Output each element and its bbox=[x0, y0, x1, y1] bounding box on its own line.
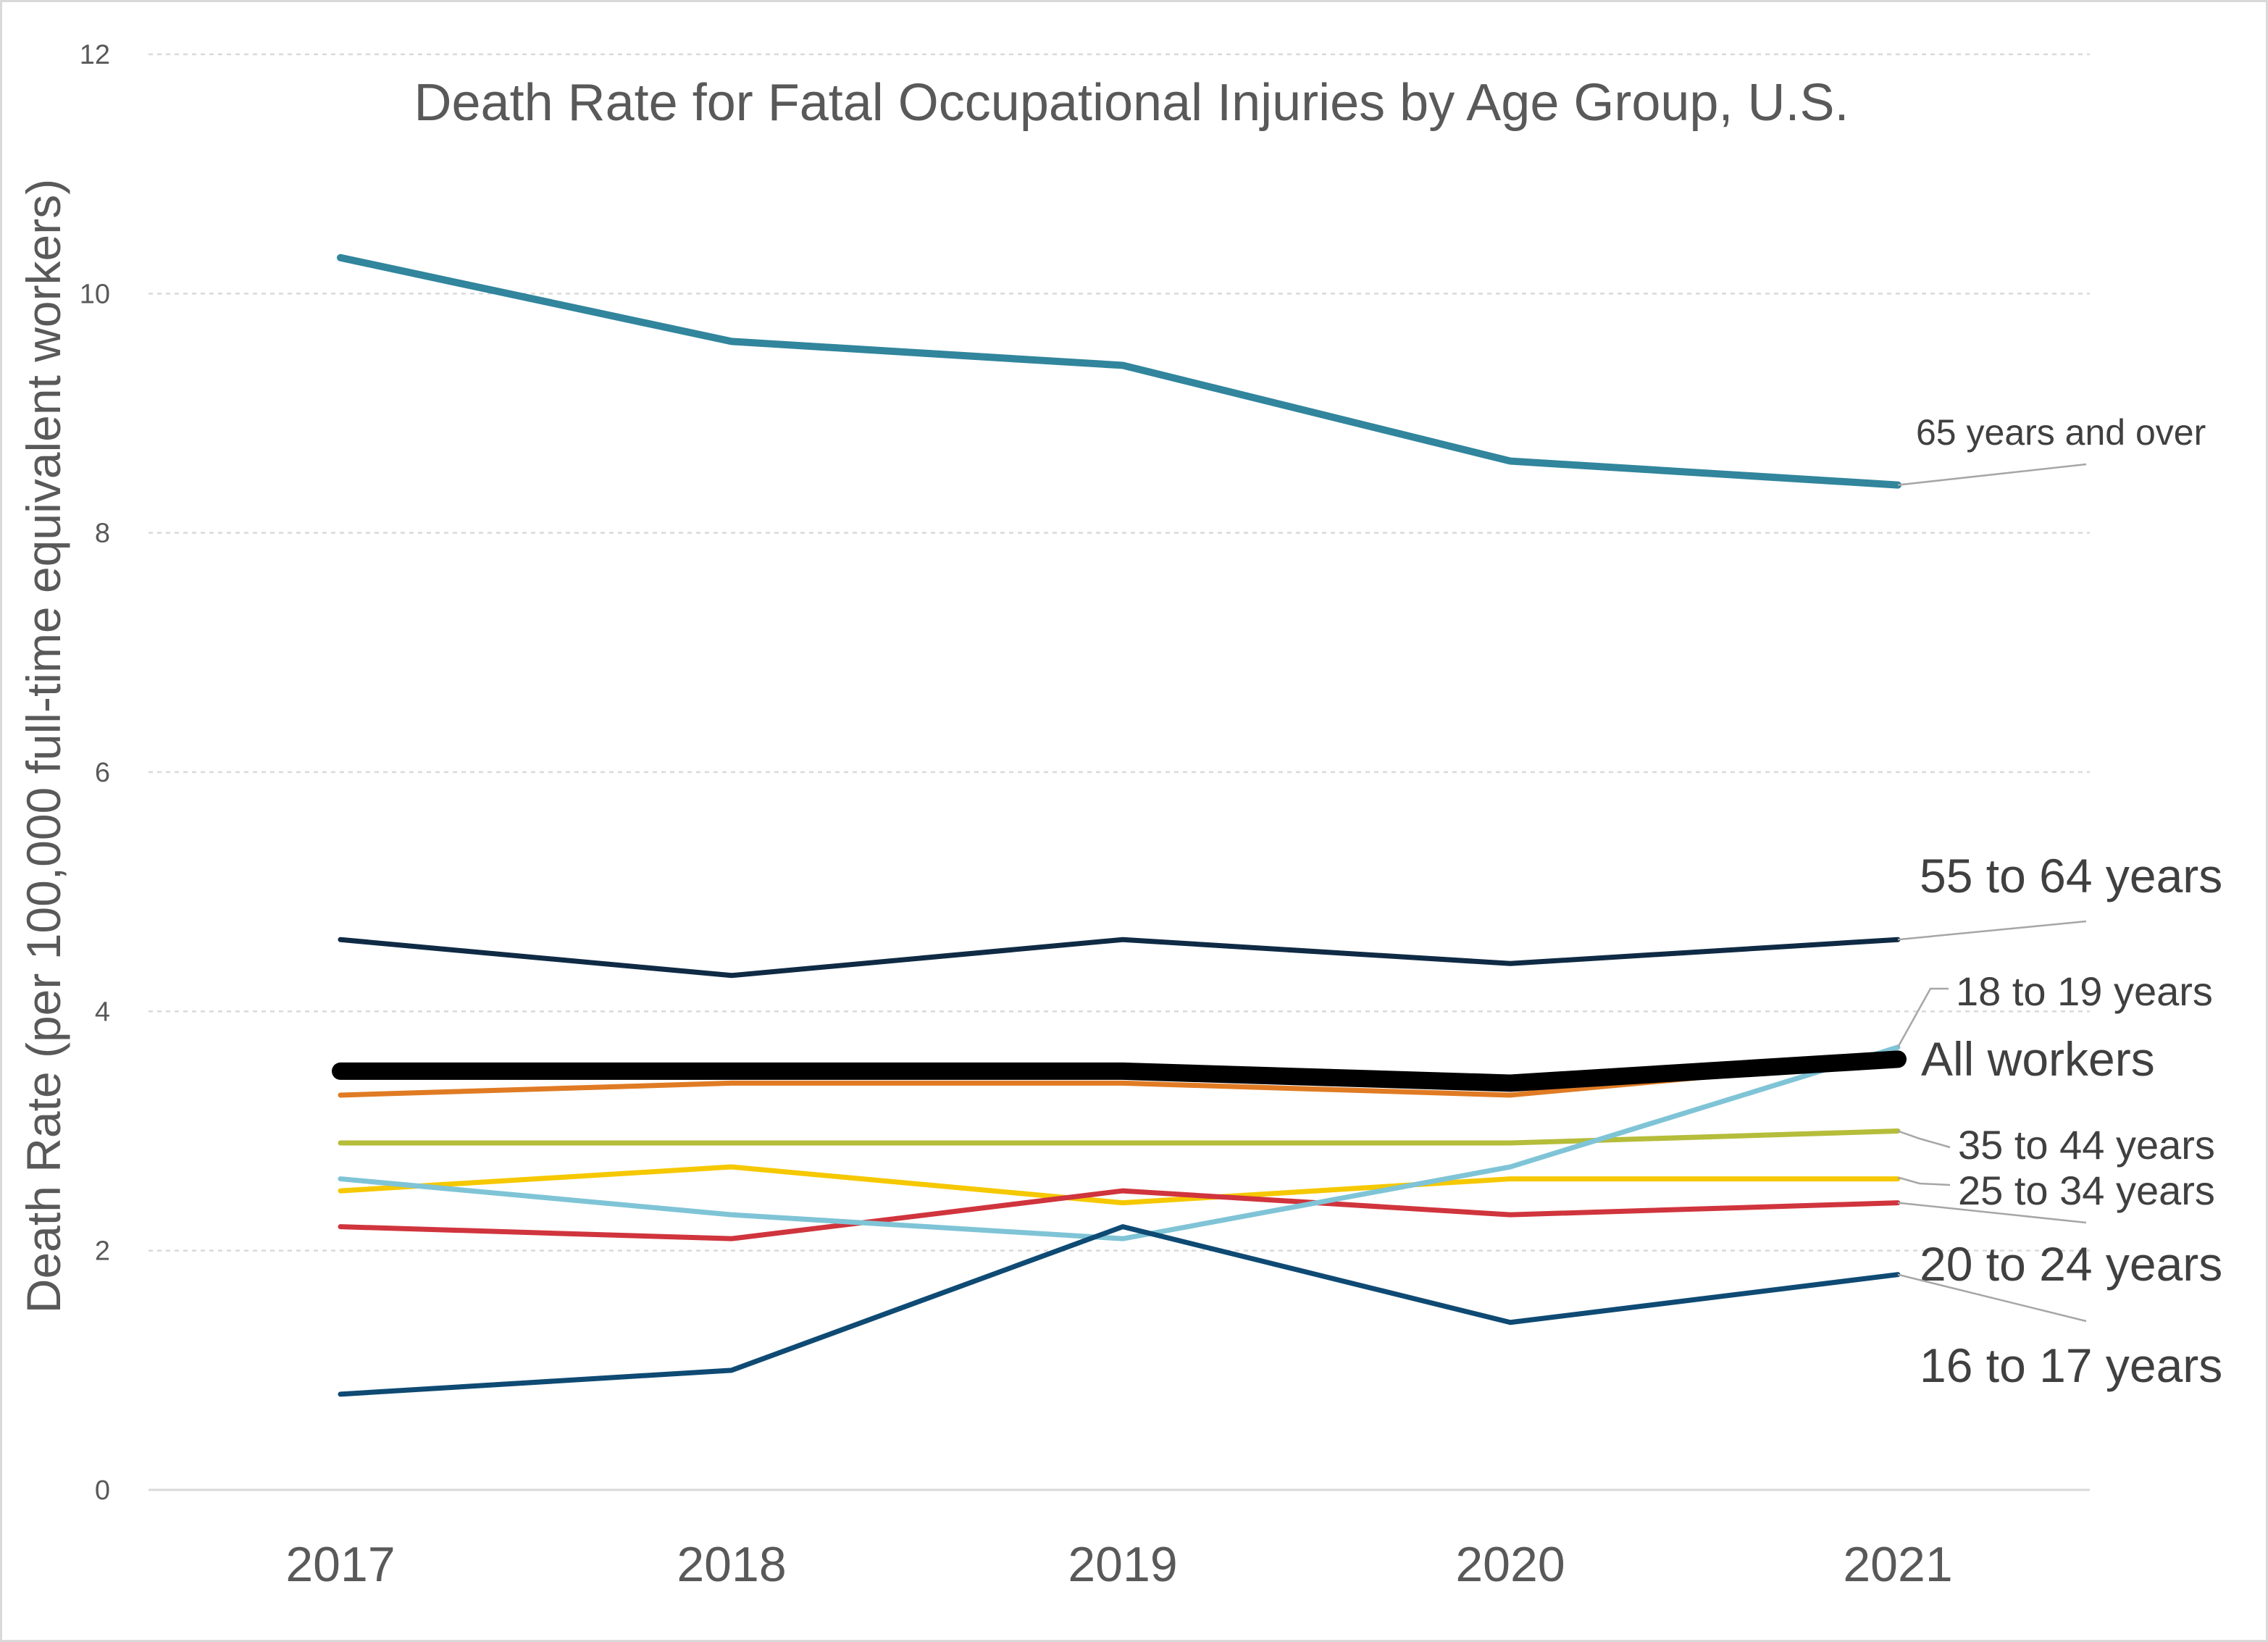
chart-title: Death Rate for Fatal Occupational Injuri… bbox=[414, 74, 1849, 132]
y-tick-label: 12 bbox=[80, 40, 110, 70]
series-line-25-to-34-years bbox=[338, 1164, 1901, 1206]
series-layer bbox=[332, 254, 1907, 1397]
y-tick-label: 10 bbox=[80, 279, 110, 309]
series-line-20-to-24-years bbox=[338, 1188, 1901, 1241]
series-line-65-years-and-over bbox=[337, 254, 1901, 489]
series-line-35-to-44-years bbox=[338, 1128, 1901, 1146]
leader-line-20-to-24-years bbox=[1897, 1202, 2087, 1224]
series-label-20-to-24-years: 20 to 24 years bbox=[1920, 1237, 2222, 1291]
series-label-65-years-and-over: 65 years and over bbox=[1916, 412, 2206, 453]
series-label-16-to-17-years: 16 to 17 years bbox=[1920, 1339, 2222, 1392]
series-line-all-workers bbox=[332, 1050, 1907, 1092]
x-tick-label: 2018 bbox=[677, 1537, 786, 1592]
series-label-55-to-64-years: 55 to 64 years bbox=[1920, 849, 2222, 902]
x-tick-label: 2017 bbox=[285, 1537, 395, 1592]
leader-line-16-to-17-years bbox=[1897, 1273, 2087, 1323]
series-label-18-to-19-years: 18 to 19 years bbox=[1956, 968, 2213, 1014]
leader-line-35-to-44-years bbox=[1897, 1130, 1951, 1149]
series-line-16-to-17-years bbox=[338, 1224, 1901, 1397]
grid-layer: 0 2 4 6 8 10 12 2017 2018 2019 2020 2021 bbox=[80, 40, 2090, 1592]
leader-line-65-years-and-over bbox=[1897, 463, 2087, 486]
x-tick-label: 2019 bbox=[1068, 1537, 1177, 1592]
series-line-18-to-19-years bbox=[338, 1044, 1901, 1241]
series-label-all-workers: All workers bbox=[1921, 1032, 2155, 1086]
leader-line-18-to-19-years bbox=[1896, 987, 1949, 1048]
y-tick-label: 6 bbox=[95, 758, 110, 788]
x-tick-label: 2021 bbox=[1843, 1537, 1952, 1592]
y-tick-label: 8 bbox=[95, 519, 110, 549]
leader-line-55-to-64-years bbox=[1897, 920, 2087, 941]
series-label-25-to-34-years: 25 to 34 years bbox=[1958, 1168, 2215, 1213]
y-tick-label: 0 bbox=[95, 1475, 110, 1506]
series-label-35-to-44-years: 35 to 44 years bbox=[1958, 1122, 2215, 1168]
y-tick-label: 4 bbox=[95, 997, 110, 1027]
y-axis-label: Death Rate (per 100,000 full-time equiva… bbox=[17, 179, 70, 1313]
label-layer: 65 years and over 55 to 64 years 18 to 19 … bbox=[1896, 412, 2222, 1392]
leader-line-25-to-34-years bbox=[1897, 1176, 1951, 1186]
x-tick-label: 2020 bbox=[1455, 1537, 1565, 1592]
series-line-55-to-64-years bbox=[338, 937, 1901, 979]
y-tick-label: 2 bbox=[95, 1236, 110, 1267]
